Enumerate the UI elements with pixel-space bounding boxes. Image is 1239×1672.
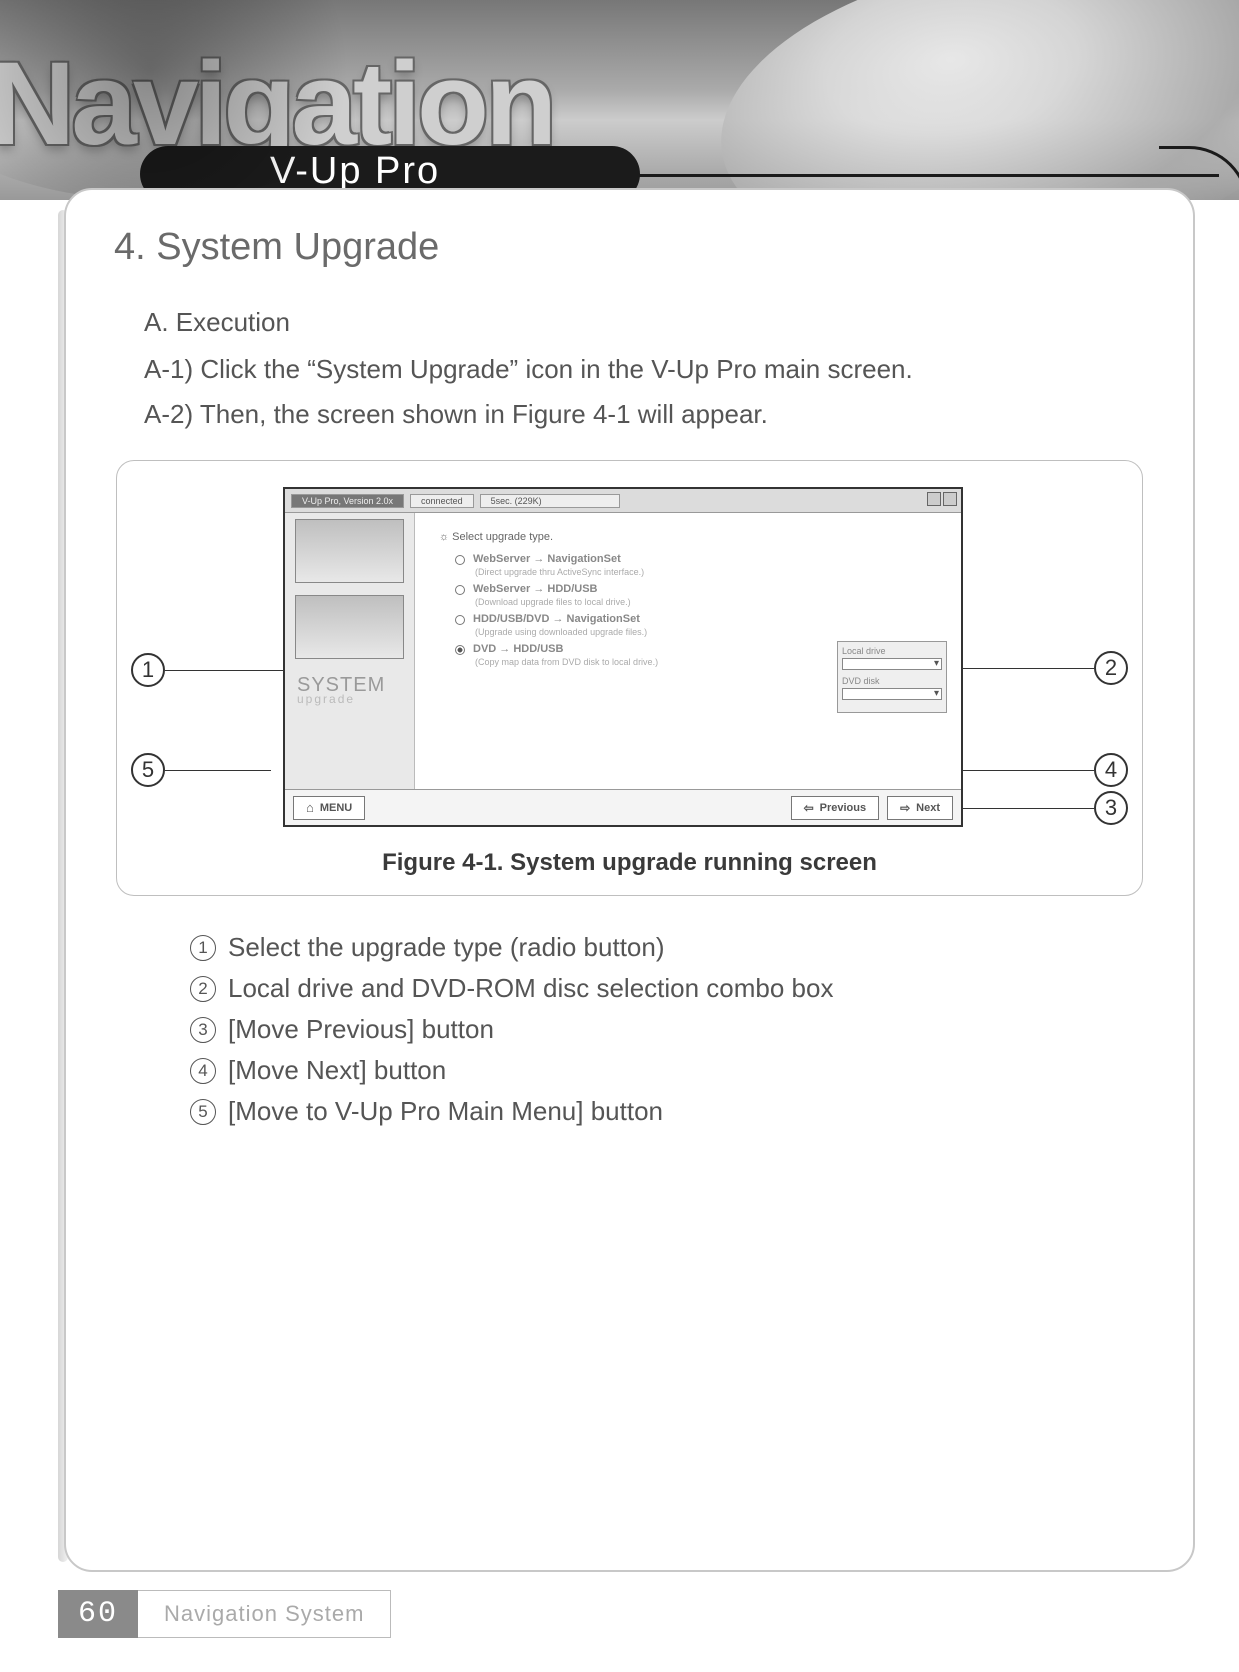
app-footer: MENU Previous Next (285, 789, 961, 825)
arrow-right-icon (900, 801, 910, 815)
upgrade-option-3-sub: (Upgrade using downloaded upgrade files.… (475, 627, 947, 637)
callout-5: 5 (131, 753, 165, 787)
next-button-label: Next (916, 802, 940, 814)
figure-legend: 1Select the upgrade type (radio button) … (190, 932, 1149, 1127)
sidebar-upgrade-text: upgrade (297, 693, 402, 705)
local-drive-combo[interactable] (842, 658, 942, 670)
section-title: 4. System Upgrade (114, 226, 1149, 269)
radio-icon (455, 645, 465, 655)
app-main: Select upgrade type. WebServer → Navigat… (415, 513, 961, 789)
legend-item-1: 1 Select the upgrade type (radio button) (190, 932, 1149, 963)
legend-text: [Move Previous] button (228, 1014, 494, 1045)
sidebar-thumb-1 (295, 519, 404, 583)
app-titlebar: V-Up Pro, Version 2.0x connected 5sec. (… (285, 489, 961, 513)
legend-num: 3 (190, 1017, 216, 1043)
radio-icon (455, 555, 465, 565)
upgrade-option-1[interactable]: WebServer → NavigationSet (455, 553, 947, 565)
app-window: V-Up Pro, Version 2.0x connected 5sec. (… (283, 487, 963, 827)
callout-5-line (165, 770, 271, 771)
legend-item-2: 2 Local drive and DVD-ROM disc selection … (190, 973, 1149, 1004)
option-label: DVD → HDD/USB (473, 643, 563, 655)
home-icon (306, 800, 314, 815)
legend-num: 2 (190, 976, 216, 1002)
sidebar-system-label: SYSTEM upgrade (297, 675, 402, 705)
titlebar-app: V-Up Pro, Version 2.0x (291, 494, 404, 508)
legend-text: [Move Next] button (228, 1055, 446, 1086)
combo-label-local: Local drive (842, 646, 942, 656)
upgrade-option-2[interactable]: WebServer → HDD/USB (455, 583, 947, 595)
menu-button[interactable]: MENU (293, 796, 365, 820)
legend-item-5: 5 [Move to V-Up Pro Main Menu] button (190, 1096, 1149, 1127)
upgrade-option-2-sub: (Download upgrade files to local drive.) (475, 597, 947, 607)
callout-2-line (944, 668, 1094, 669)
next-button[interactable]: Next (887, 796, 953, 820)
arrow-left-icon (804, 801, 814, 815)
drive-combo-panel: Local drive DVD disk (837, 641, 947, 713)
legend-item-3: 3 [Move Previous] button (190, 1014, 1149, 1045)
panel-heading: Select upgrade type. (439, 531, 947, 543)
legend-num: 5 (190, 1099, 216, 1125)
minimize-icon[interactable] (927, 492, 941, 506)
legend-num: 1 (190, 935, 216, 961)
page-number: 60 (58, 1590, 138, 1638)
figure-4-1: 1 2 3 4 5 V-Up Pro, Version 2.0x connect… (116, 460, 1143, 896)
page-footer: 60 Navigation System (58, 1590, 391, 1638)
app-sidebar: SYSTEM upgrade (285, 513, 415, 789)
legend-num: 4 (190, 1058, 216, 1084)
upgrade-option-3[interactable]: HDD/USB/DVD → NavigationSet (455, 613, 947, 625)
menu-button-label: MENU (320, 802, 352, 814)
callout-3: 3 (1094, 791, 1128, 825)
callout-4: 4 (1094, 753, 1128, 787)
previous-button[interactable]: Previous (791, 796, 880, 820)
option-label: HDD/USB/DVD → NavigationSet (473, 613, 640, 625)
section-tab-label: V-Up Pro (270, 150, 440, 193)
upgrade-option-1-sub: (Direct upgrade thru ActiveSync interfac… (475, 567, 947, 577)
previous-button-label: Previous (820, 802, 866, 814)
header-banner: Navigation V-Up Pro (0, 0, 1239, 200)
window-buttons (927, 492, 957, 506)
tab-divider (630, 174, 1219, 178)
page-footer-text: Navigation System (138, 1590, 391, 1638)
step-a2: A-2) Then, the screen shown in Figure 4-… (144, 399, 1149, 430)
figure-caption: Figure 4-1. System upgrade running scree… (143, 849, 1116, 877)
callout-1: 1 (131, 653, 165, 687)
content-card: 4. System Upgrade A. Execution A-1) Clic… (64, 188, 1195, 1572)
option-label: WebServer → NavigationSet (473, 553, 621, 565)
close-icon[interactable] (943, 492, 957, 506)
legend-text: [Move to V-Up Pro Main Menu] button (228, 1096, 663, 1127)
legend-text: Local drive and DVD-ROM disc selection c… (228, 973, 833, 1004)
legend-item-4: 4 [Move Next] button (190, 1055, 1149, 1086)
titlebar-time: 5sec. (229K) (480, 494, 620, 508)
combo-label-dvd: DVD disk (842, 676, 942, 686)
titlebar-status: connected (410, 494, 474, 508)
app-body: SYSTEM upgrade Select upgrade type. WebS… (285, 513, 961, 789)
legend-text: Select the upgrade type (radio button) (228, 932, 665, 963)
option-label: WebServer → HDD/USB (473, 583, 598, 595)
callout-2: 2 (1094, 651, 1128, 685)
sidebar-thumb-2 (295, 595, 404, 659)
dvd-drive-combo[interactable] (842, 688, 942, 700)
step-a: A. Execution (144, 307, 1149, 338)
radio-icon (455, 585, 465, 595)
radio-icon (455, 615, 465, 625)
step-a1: A-1) Click the “System Upgrade” icon in … (144, 354, 1149, 385)
